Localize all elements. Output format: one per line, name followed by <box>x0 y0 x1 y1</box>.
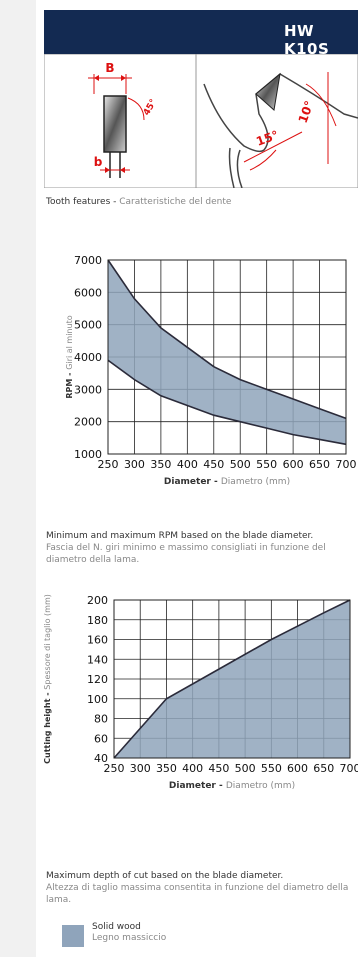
x-tick-label: 450 <box>203 458 224 471</box>
y-axis-label-en: RPM - <box>65 370 74 399</box>
x-axis-label-en: Diameter - <box>169 781 226 791</box>
y-tick-label: 3000 <box>74 383 102 396</box>
y-axis-label: Cutting height - Spessore di taglio (mm) <box>43 594 52 764</box>
y-tick-label: 140 <box>87 653 108 666</box>
y-axis-label: RPM - Giri al minuto <box>65 315 74 398</box>
rpm-caption-it: Fascia del N. giri minimo e massimo cons… <box>46 543 326 565</box>
cut-caption-en: Maximum depth of cut based on the blade … <box>46 871 284 881</box>
x-tick-label: 600 <box>283 458 304 471</box>
y-axis-label-it: Spessore di taglio (mm) <box>43 594 52 690</box>
x-axis-label-en: Diameter - <box>164 477 221 487</box>
y-tick-label: 7000 <box>74 254 102 267</box>
x-tick-label: 350 <box>156 762 177 775</box>
left-margin-strip <box>0 0 36 957</box>
x-tick-label: 700 <box>336 458 357 471</box>
x-tick-label: 250 <box>104 762 125 775</box>
y-axis-label-it: Giri al minuto <box>65 315 74 369</box>
x-tick-label: 700 <box>340 762 358 775</box>
product-title: HW K10S <box>284 22 330 58</box>
legend-label-en: Solid wood <box>92 922 141 932</box>
x-tick-label: 250 <box>98 458 119 471</box>
x-axis-label-it: Diametro (mm) <box>221 477 290 487</box>
legend-swatch-solid-wood <box>62 925 84 947</box>
x-tick-label: 550 <box>261 762 282 775</box>
x-tick-label: 600 <box>287 762 308 775</box>
cut-caption-it: Altezza di taglio massima consentita in … <box>46 883 349 905</box>
plot-frame <box>113 599 351 759</box>
y-tick-label: 6000 <box>74 286 102 299</box>
tooth-caption-en: Tooth features - <box>46 197 120 207</box>
tooth-caption-it: Caratteristiche del dente <box>119 197 232 207</box>
y-tick-label: 100 <box>87 693 108 706</box>
legend-label: Solid wood Legno massiccio <box>92 922 166 944</box>
x-tick-label: 350 <box>150 458 171 471</box>
y-tick-label: 4000 <box>74 351 102 364</box>
tooth-caption: Tooth features - Caratteristiche del den… <box>46 196 231 208</box>
x-axis-label-it: Diametro (mm) <box>226 781 295 791</box>
x-tick-label: 650 <box>309 458 330 471</box>
cutting-height-chart: 40 60 80 100 120 140 160 180 200 250 300 350 400 450 5… <box>43 594 358 791</box>
y-tick-label: 180 <box>87 614 108 627</box>
y-tick-label: 1000 <box>74 448 102 461</box>
plot-frame <box>107 259 347 455</box>
series-line <box>113 599 351 759</box>
y-tick-label: 5000 <box>74 319 102 332</box>
y-axis-label-en: Cutting height - <box>43 690 52 764</box>
rpm-caption: Minimum and maximum RPM based on the bla… <box>46 530 358 566</box>
x-tick-label: 500 <box>235 762 256 775</box>
x-tick-label: 400 <box>182 762 203 775</box>
x-tick-label: 400 <box>177 458 198 471</box>
x-axis-label: Diameter - Diametro (mm) <box>169 781 295 791</box>
y-tick-label: 120 <box>87 673 108 686</box>
x-tick-label: 450 <box>208 762 229 775</box>
series-area <box>108 260 346 445</box>
series-line-min <box>107 359 347 446</box>
y-tick-label: 80 <box>94 713 108 726</box>
legend-label-it: Legno massiccio <box>92 933 167 943</box>
y-tick-label: 40 <box>94 752 108 765</box>
rpm-caption-en: Minimum and maximum RPM based on the bla… <box>46 531 314 541</box>
header-bar: HW K10S <box>44 10 358 58</box>
y-tick-label: 2000 <box>74 416 102 429</box>
x-tick-label: 300 <box>124 458 145 471</box>
y-tick-label: 160 <box>87 634 108 647</box>
rpm-chart: 1000 2000 3000 4000 5000 6000 7000 250 300 350 400… <box>65 254 357 487</box>
y-tick-label: 200 <box>87 594 108 607</box>
x-tick-label: 500 <box>230 458 251 471</box>
x-tick-label: 650 <box>313 762 334 775</box>
x-tick-label: 300 <box>130 762 151 775</box>
x-axis-label: Diameter - Diametro (mm) <box>164 477 290 487</box>
label-B: B <box>105 61 114 75</box>
series-line-max <box>107 259 347 420</box>
y-tick-label: 60 <box>94 732 108 745</box>
cut-caption: Maximum depth of cut based on the blade … <box>46 870 358 906</box>
series-area <box>114 600 350 758</box>
label-b: b <box>94 155 103 169</box>
tooth-features-illustration: B b 45° 15° <box>44 54 358 188</box>
x-tick-label: 550 <box>256 458 277 471</box>
